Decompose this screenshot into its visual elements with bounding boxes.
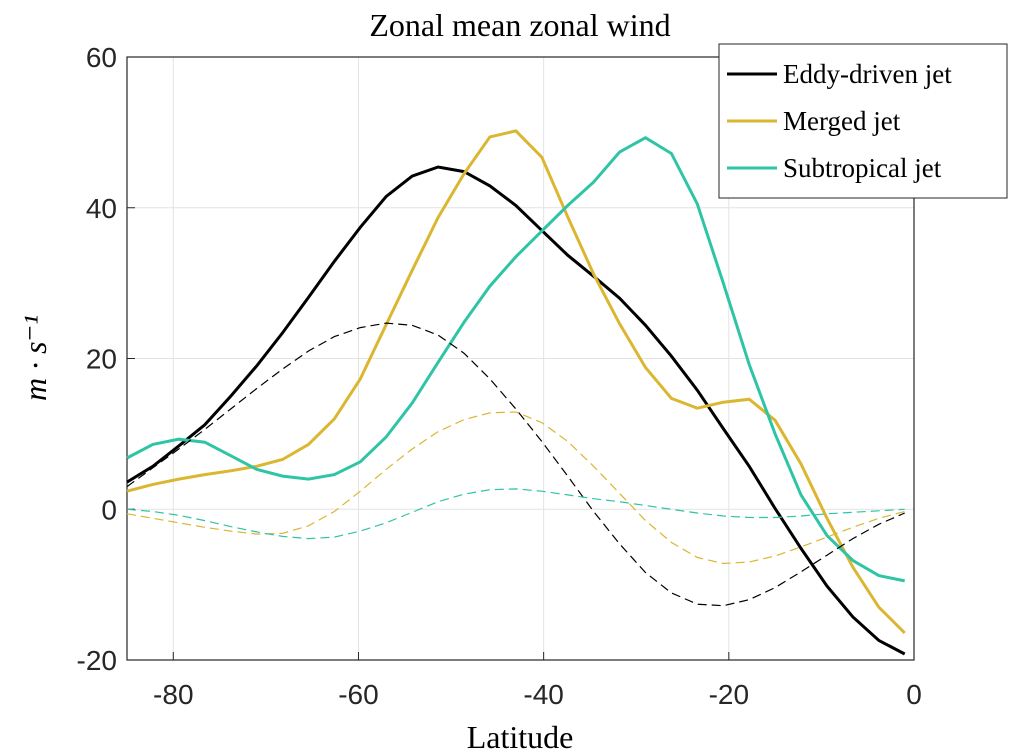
axes-box (126, 56, 915, 661)
series-line (126, 129, 906, 634)
y-tick-label: 60 (86, 42, 117, 73)
y-tick-label: 20 (86, 344, 117, 375)
y-tick-label: 40 (86, 193, 117, 224)
series-line (126, 135, 906, 583)
y-axis-label: m · s⁻¹ (17, 315, 53, 401)
y-tick-label: 0 (101, 494, 117, 525)
x-tick-label: -80 (153, 679, 193, 710)
series-line (126, 165, 906, 656)
x-axis-label: Latitude (467, 719, 574, 755)
legend-label: Subtropical jet (783, 153, 942, 183)
dashed-line (126, 488, 905, 540)
legend-label: Eddy-driven jet (783, 59, 952, 89)
legend-label: Merged jet (783, 106, 901, 136)
dashed-line (126, 322, 905, 607)
chart-title: Zonal mean zonal wind (369, 7, 670, 43)
x-tick-label: -20 (709, 679, 749, 710)
x-tick-label: 0 (906, 679, 922, 710)
x-tick-label: -40 (523, 679, 563, 710)
x-tick-label: -60 (338, 679, 378, 710)
dashed-line (126, 411, 905, 565)
y-tick-label: -20 (77, 645, 117, 676)
